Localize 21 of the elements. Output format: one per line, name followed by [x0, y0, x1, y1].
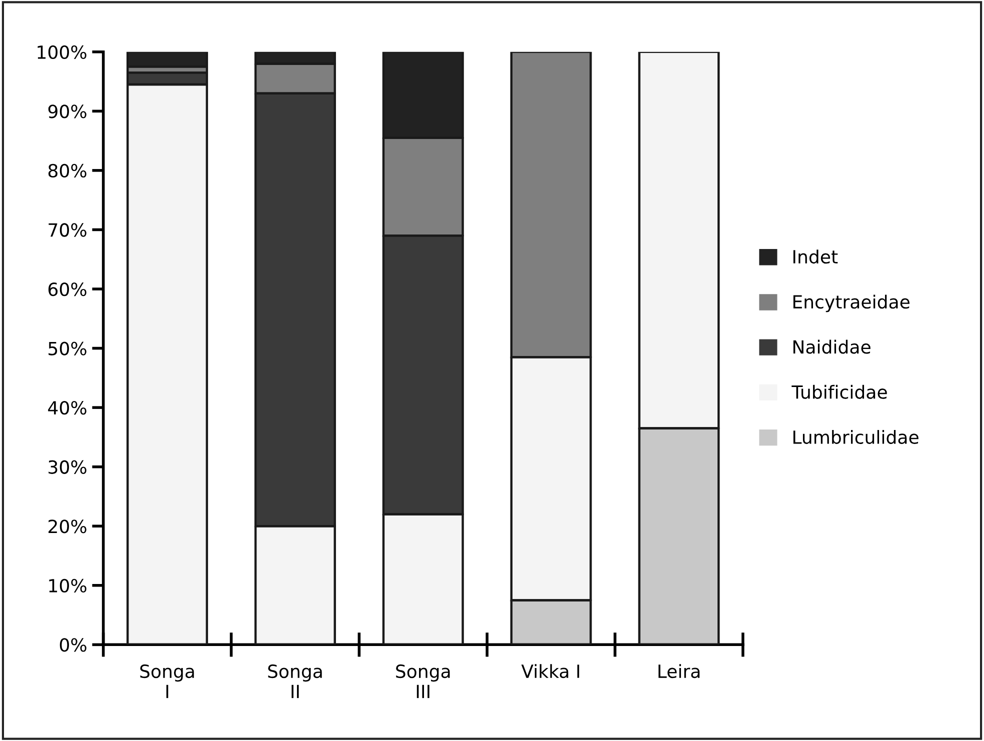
- y-tick-label: 10%: [49, 578, 86, 593]
- x-tick-label: Songa III: [396, 664, 450, 698]
- y-tick-label: 90%: [48, 104, 86, 118]
- y-tick-label: 20%: [48, 520, 86, 534]
- legend-label: Encytraeidae: [793, 294, 910, 312]
- x-tick-label: Songa II: [268, 664, 322, 698]
- legend-label: Indet: [793, 250, 838, 264]
- y-tick-label: 30%: [48, 460, 86, 474]
- legend-label: Tubificidae: [792, 384, 887, 399]
- x-tick-label: Songa I: [140, 664, 194, 698]
- x-tick-label: Leira: [658, 664, 700, 678]
- y-tick-label: 40%: [48, 401, 86, 415]
- y-tick-label: 50%: [48, 342, 86, 356]
- y-tick-label: 60%: [48, 282, 86, 296]
- legend-label: Naididae: [793, 340, 870, 354]
- y-tick-label: 0%: [60, 638, 86, 652]
- legend-label: Lumbriculidae: [793, 430, 918, 444]
- y-tick-label: 100%: [38, 45, 86, 59]
- y-tick-label: 70%: [48, 223, 86, 237]
- x-tick-label: Vikka I: [521, 664, 580, 678]
- y-tick-label: 80%: [48, 164, 86, 178]
